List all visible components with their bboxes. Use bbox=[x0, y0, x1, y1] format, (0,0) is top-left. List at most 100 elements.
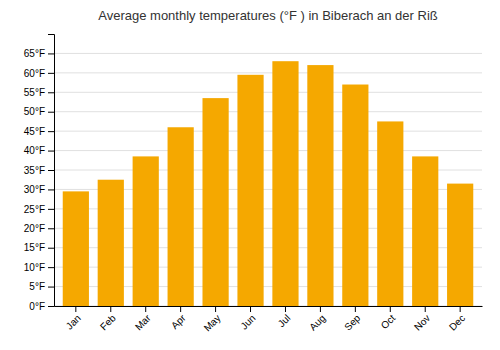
tick-mark bbox=[48, 112, 54, 113]
tick-mark bbox=[48, 306, 54, 307]
y-tick: 55°F bbox=[24, 87, 54, 98]
tick-mark bbox=[390, 306, 391, 312]
tick-mark bbox=[48, 248, 54, 249]
grid bbox=[54, 53, 482, 306]
y-tick: 45°F bbox=[24, 126, 54, 137]
tick-label: Mar bbox=[133, 312, 153, 332]
tick-mark bbox=[48, 53, 54, 54]
x-tick: Feb bbox=[98, 306, 118, 332]
grid-line bbox=[54, 111, 482, 112]
bar bbox=[342, 85, 368, 306]
tick-label: 25°F bbox=[24, 204, 45, 215]
y-tick: 35°F bbox=[24, 165, 54, 176]
y-tick: 20°F bbox=[24, 223, 54, 234]
title: Average monthly temperatures (°F ) in Bi… bbox=[98, 8, 438, 23]
tick-mark bbox=[48, 209, 54, 210]
bar bbox=[98, 180, 124, 306]
tick-mark bbox=[48, 131, 54, 132]
tick-mark bbox=[320, 306, 321, 312]
y-tick: 50°F bbox=[24, 106, 54, 117]
y-tick: 0°F bbox=[29, 301, 54, 312]
tick-label: 60°F bbox=[24, 68, 45, 79]
tick-label: Jan bbox=[64, 312, 83, 331]
tick-mark bbox=[355, 306, 356, 312]
tick-mark bbox=[110, 306, 111, 312]
chart: 0°F 5°F 10°F 15°F 20°F 25°F 30°F 35°F 40°F 45°F 50… bbox=[0, 0, 500, 350]
tick-mark bbox=[285, 306, 286, 312]
tick-label: Sep bbox=[342, 312, 363, 333]
tick-label: 10°F bbox=[24, 262, 45, 273]
y-tick: 5°F bbox=[29, 281, 54, 292]
grid-line bbox=[54, 53, 482, 54]
tick-label: 65°F bbox=[24, 48, 45, 59]
tick-mark bbox=[425, 306, 426, 312]
tick-label: Dec bbox=[447, 312, 467, 332]
bar bbox=[202, 98, 228, 306]
bar bbox=[272, 61, 298, 306]
x-tick: Oct bbox=[379, 306, 398, 331]
tick-mark bbox=[48, 267, 54, 268]
tick-label: 20°F bbox=[24, 223, 45, 234]
y-tick: 15°F bbox=[24, 242, 54, 253]
x-tick: Jun bbox=[238, 306, 257, 332]
bar bbox=[377, 121, 403, 306]
grid-line bbox=[54, 92, 482, 93]
y-tick: 40°F bbox=[24, 145, 54, 156]
y-tick: 60°F bbox=[24, 68, 54, 79]
bar bbox=[133, 156, 159, 306]
axis-domain bbox=[48, 35, 55, 307]
tick-label: 30°F bbox=[24, 184, 45, 195]
tick-label: Nov bbox=[412, 312, 432, 332]
tick-mark bbox=[75, 306, 76, 312]
tick-mark bbox=[48, 189, 54, 190]
tick-label: Jun bbox=[238, 312, 257, 331]
bars bbox=[63, 61, 474, 306]
bar bbox=[412, 156, 438, 306]
tick-label: Aug bbox=[307, 312, 327, 332]
tick-mark bbox=[460, 306, 461, 312]
y-tick: 25°F bbox=[24, 204, 54, 215]
tick-label: May bbox=[202, 312, 223, 333]
tick-label: Feb bbox=[98, 312, 118, 332]
x-tick: Sep bbox=[342, 306, 363, 333]
bar bbox=[168, 127, 194, 306]
tick-mark bbox=[48, 228, 54, 229]
tick-label: 50°F bbox=[24, 106, 45, 117]
tick-label: 45°F bbox=[24, 126, 45, 137]
y-tick: 65°F bbox=[24, 48, 54, 59]
tick-label: 5°F bbox=[29, 281, 45, 292]
x-tick: Mar bbox=[133, 306, 153, 332]
tick-mark bbox=[48, 73, 54, 74]
y-axis: 0°F 5°F 10°F 15°F 20°F 25°F 30°F 35°F 40°F 45°F 50… bbox=[24, 35, 55, 312]
axis-domain bbox=[55, 306, 483, 307]
bar bbox=[307, 65, 333, 306]
x-tick: Apr bbox=[169, 306, 188, 331]
tick-label: Apr bbox=[169, 312, 188, 331]
bar bbox=[237, 75, 263, 306]
tick-mark bbox=[250, 306, 251, 312]
tick-mark bbox=[215, 306, 216, 312]
tick-label: Jul bbox=[276, 312, 293, 329]
x-tick: Jul bbox=[276, 306, 293, 329]
y-tick: 30°F bbox=[24, 184, 54, 195]
tick-label: Oct bbox=[379, 312, 398, 331]
x-tick: Nov bbox=[412, 306, 432, 333]
tick-label: 55°F bbox=[24, 87, 45, 98]
x-tick: Aug bbox=[307, 306, 327, 333]
x-axis: Jan Feb Mar Apr May Jun Jul Aug Sep Oct Nov Dec bbox=[55, 306, 483, 334]
tick-mark bbox=[48, 151, 54, 152]
tick-label: 40°F bbox=[24, 145, 45, 156]
x-tick: May bbox=[202, 306, 223, 334]
tick-label: 35°F bbox=[24, 165, 45, 176]
x-tick: Jan bbox=[64, 306, 83, 332]
tick-mark bbox=[48, 170, 54, 171]
y-tick: 10°F bbox=[24, 262, 54, 273]
bar bbox=[63, 191, 89, 306]
grid-line bbox=[54, 131, 482, 132]
tick-label: 0°F bbox=[29, 301, 45, 312]
grid-line bbox=[54, 72, 482, 73]
x-tick: Dec bbox=[447, 306, 467, 333]
tick-mark bbox=[48, 287, 54, 288]
grid-line bbox=[54, 150, 482, 151]
tick-label: 15°F bbox=[24, 242, 45, 253]
